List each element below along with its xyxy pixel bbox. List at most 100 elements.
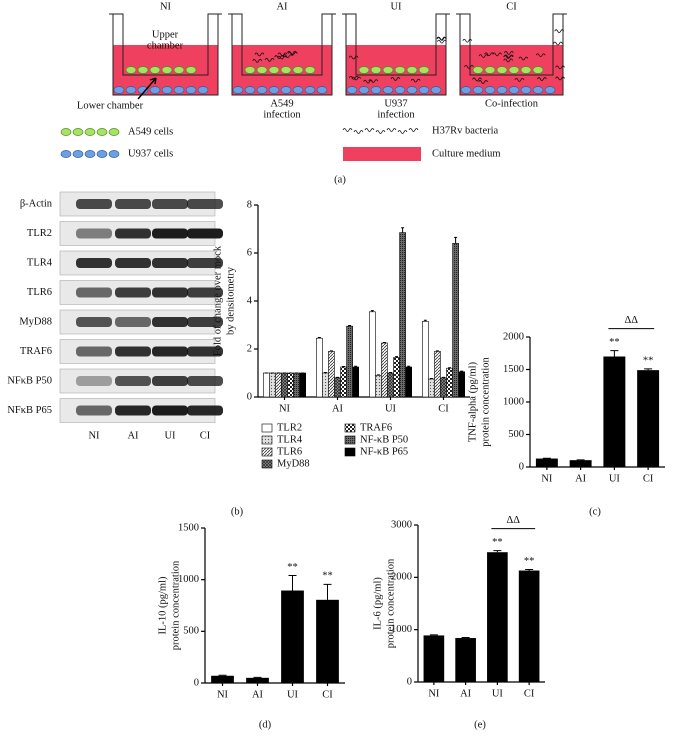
u937-cell bbox=[532, 86, 544, 94]
blot-band bbox=[115, 405, 151, 416]
bacterium bbox=[492, 52, 502, 57]
bar-pattern bbox=[334, 377, 341, 397]
bar bbox=[535, 458, 558, 467]
bacterium bbox=[535, 53, 546, 58]
a549-cell bbox=[418, 66, 430, 74]
x-tick-label: UI bbox=[609, 473, 621, 484]
blot-row-label: MyD88 bbox=[19, 316, 52, 327]
legend-u937 bbox=[108, 150, 120, 158]
well-outline bbox=[112, 14, 219, 96]
bacterium bbox=[464, 64, 474, 69]
panel-label: (b) bbox=[231, 506, 244, 517]
blot-band bbox=[115, 228, 151, 239]
blot-band bbox=[76, 199, 112, 209]
bacterium bbox=[472, 77, 482, 82]
x-tick-label: UI bbox=[385, 403, 397, 414]
bacterium bbox=[410, 78, 421, 83]
u937-cell bbox=[232, 86, 244, 94]
u937-cell bbox=[496, 86, 508, 94]
blot-band bbox=[152, 287, 188, 298]
well-caption: infection bbox=[263, 109, 301, 120]
bar-pattern bbox=[381, 343, 388, 397]
bar-pattern bbox=[452, 243, 459, 397]
y-tick-label: 500 bbox=[508, 429, 524, 440]
well-outline bbox=[231, 14, 333, 96]
bar-pattern bbox=[340, 367, 347, 397]
a549-cell bbox=[244, 66, 256, 74]
bacterium bbox=[436, 39, 447, 44]
a549-cell bbox=[185, 66, 197, 74]
bar bbox=[262, 372, 270, 398]
blot-band bbox=[115, 199, 151, 209]
bar-pattern bbox=[322, 373, 329, 397]
blot-row-label: NFκB P65 bbox=[7, 405, 52, 416]
x-tick-label: CI bbox=[643, 473, 654, 484]
error-bar bbox=[401, 227, 405, 233]
insert-interior bbox=[242, 14, 322, 45]
insert-outline bbox=[109, 13, 222, 76]
blot-band bbox=[115, 287, 151, 298]
a549-cell bbox=[161, 66, 173, 74]
upper-chamber-label: chamber bbox=[147, 40, 184, 51]
bacterium bbox=[254, 52, 265, 57]
blot-band bbox=[115, 317, 151, 327]
blot-band bbox=[152, 405, 188, 416]
panel-label: (d) bbox=[259, 719, 272, 730]
bacterium bbox=[514, 77, 525, 82]
bacterium bbox=[386, 128, 397, 132]
insert-interior bbox=[470, 14, 553, 45]
blot-column-label: AI bbox=[127, 430, 139, 441]
u937-cell bbox=[256, 86, 268, 94]
bacterium bbox=[554, 29, 565, 34]
y-tick-label: 3000 bbox=[391, 519, 412, 530]
legend-u937 bbox=[84, 150, 96, 158]
blot-band bbox=[76, 405, 112, 416]
u937-cell bbox=[149, 86, 161, 94]
bacterium bbox=[537, 77, 547, 81]
u937-cell bbox=[346, 86, 358, 94]
legend-a549 bbox=[72, 128, 84, 136]
error-bar bbox=[253, 676, 262, 678]
y-tick-label: 2000 bbox=[391, 572, 412, 583]
y-tick-label: 0 bbox=[194, 677, 199, 688]
error-bar bbox=[454, 236, 458, 244]
blot-band bbox=[187, 199, 223, 209]
a549-cell bbox=[125, 66, 137, 74]
error-bar bbox=[323, 583, 332, 600]
bacterium bbox=[478, 80, 488, 84]
u937-cell bbox=[544, 86, 556, 94]
bar-pattern bbox=[440, 377, 447, 397]
bar-pattern bbox=[446, 368, 453, 397]
significance: ** bbox=[287, 562, 298, 573]
well-outline bbox=[345, 14, 447, 96]
error-bar bbox=[429, 634, 438, 636]
blot-band bbox=[115, 346, 151, 357]
bar bbox=[281, 590, 304, 683]
bar bbox=[518, 570, 540, 682]
x-tick-label: AI bbox=[332, 403, 344, 414]
lower-chamber-label: Lower chamber bbox=[77, 100, 144, 111]
significance: ** bbox=[643, 355, 654, 366]
blot-band bbox=[152, 228, 188, 239]
insert-interior bbox=[356, 14, 436, 45]
blot-row-label: TLR6 bbox=[27, 287, 52, 298]
u937-cell bbox=[406, 86, 418, 94]
insert-outline bbox=[342, 13, 450, 76]
a549-cell bbox=[496, 66, 508, 74]
a549-cell bbox=[532, 66, 544, 74]
legend-label: H37Rv bacteria bbox=[432, 125, 499, 136]
significance: ** bbox=[609, 337, 620, 348]
legend-swatch-pattern bbox=[345, 424, 355, 432]
y-axis-label: IL-6 (pg/ml) bbox=[372, 577, 383, 630]
error-bar bbox=[493, 550, 502, 553]
x-tick-label: CI bbox=[438, 403, 449, 414]
legend-label: U937 cells bbox=[128, 148, 173, 159]
insert-outline bbox=[228, 13, 336, 76]
bar-pattern bbox=[269, 373, 276, 397]
legend-label: A549 cells bbox=[128, 126, 173, 137]
legend-label: TLR6 bbox=[277, 446, 302, 457]
u937-cell bbox=[520, 86, 532, 94]
blot-row-label: NFκB P50 bbox=[7, 375, 52, 386]
panel-label: (a) bbox=[334, 174, 346, 185]
